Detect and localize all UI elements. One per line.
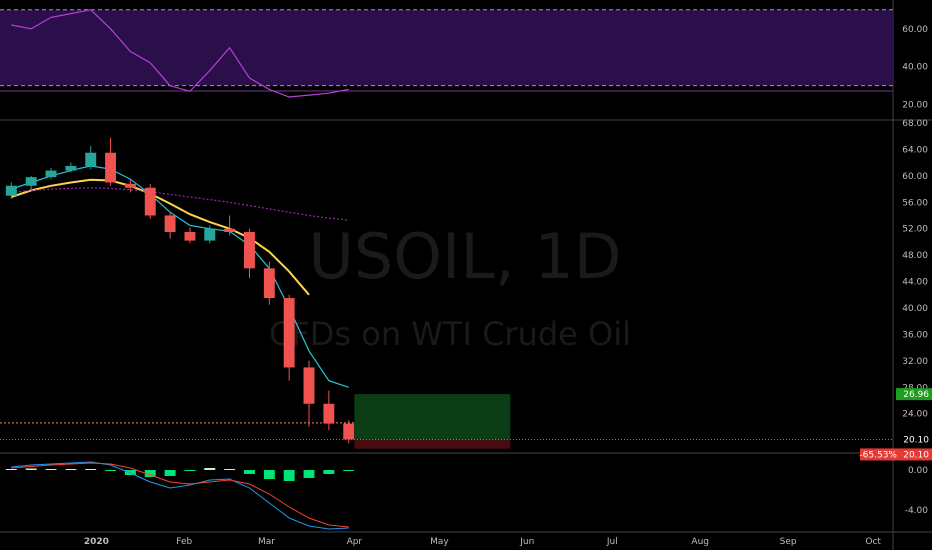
- target-zone[interactable]: [354, 394, 511, 440]
- rsi-tick-label: 60.00: [902, 25, 928, 35]
- x-axis-label: Oct: [865, 537, 881, 547]
- price-tick-label: 52.00: [902, 225, 928, 235]
- macd-histogram-bar: [343, 470, 355, 471]
- candle-body[interactable]: [105, 152, 117, 183]
- macd-histogram-bar: [5, 469, 17, 470]
- macd-histogram-bar: [105, 470, 117, 471]
- candle-body[interactable]: [343, 423, 355, 440]
- price-tick-label: 48.00: [902, 251, 928, 261]
- candle-body[interactable]: [204, 228, 216, 241]
- last-price-label: 20.10: [903, 435, 929, 445]
- candle-body[interactable]: [184, 232, 196, 241]
- x-axis-label: Apr: [347, 537, 363, 547]
- x-axis-label: Sep: [780, 537, 797, 547]
- fast-moving-average: [11, 165, 349, 388]
- candle-body[interactable]: [323, 403, 335, 424]
- change-price-label: 20.10: [903, 450, 929, 460]
- candle-body[interactable]: [85, 152, 97, 166]
- price-tick-label: 60.00: [902, 172, 928, 182]
- x-axis-label: Mar: [258, 537, 275, 547]
- x-axis-label: Feb: [176, 537, 192, 547]
- macd-tick-label: 0.00: [908, 466, 928, 476]
- macd-line: [11, 461, 349, 530]
- price-tick-label: 40.00: [902, 304, 928, 314]
- candle-body[interactable]: [144, 187, 156, 216]
- price-tick-label: 36.00: [902, 330, 928, 340]
- price-tick-label: 44.00: [902, 278, 928, 288]
- macd-histogram-bar: [65, 469, 77, 470]
- candle-body[interactable]: [25, 177, 37, 186]
- candle-body[interactable]: [283, 298, 295, 368]
- x-axis-label: 2020: [84, 537, 109, 547]
- candle-body[interactable]: [164, 215, 176, 233]
- macd-histogram-bar: [303, 470, 315, 478]
- candle-body[interactable]: [45, 170, 57, 178]
- change-badge-bg: [860, 448, 932, 461]
- macd-histogram-bar: [184, 470, 196, 471]
- candle-body[interactable]: [303, 367, 315, 404]
- price-tick-label: 32.00: [902, 357, 928, 367]
- target-price-badge: 26.96: [903, 390, 929, 400]
- macd-histogram-bar: [224, 469, 236, 470]
- macd-histogram-bar: [263, 470, 275, 479]
- rsi-line: [11, 9, 349, 98]
- candle-body[interactable]: [124, 183, 136, 188]
- stop-zone[interactable]: [354, 439, 511, 449]
- last-price-label-bg: [896, 433, 932, 446]
- x-axis-label: Aug: [691, 537, 709, 547]
- candle-body[interactable]: [65, 165, 77, 171]
- macd-histogram-bar: [244, 470, 255, 474]
- price-tick-label: 64.00: [902, 145, 928, 155]
- candle-body[interactable]: [5, 185, 17, 196]
- watermark-symbol: USOIL, 1D: [309, 220, 622, 293]
- target-price-badge-bg: [896, 388, 932, 401]
- rsi-tick-label: 20.00: [902, 101, 928, 111]
- rsi-band: [0, 9, 893, 86]
- macd-histogram-bar: [45, 469, 57, 470]
- candle-body[interactable]: [263, 268, 275, 299]
- macd-histogram-bar: [144, 470, 156, 477]
- watermark-description: CFDs on WTI Crude Oil: [269, 315, 631, 353]
- macd-histogram-bar: [85, 469, 97, 470]
- slow-moving-average: [10, 178, 310, 296]
- x-axis-label: May: [430, 537, 449, 547]
- macd-histogram-bar: [204, 468, 216, 470]
- price-tick-label: 68.00: [902, 119, 928, 129]
- dotted-moving-average: [11, 187, 349, 221]
- candle-body[interactable]: [224, 228, 236, 233]
- macd-histogram-bar: [164, 470, 176, 476]
- x-axis-label: Jul: [606, 537, 618, 547]
- rsi-tick-label: 40.00: [902, 63, 928, 73]
- macd-histogram-bar: [323, 470, 335, 474]
- price-tick-label: 56.00: [902, 198, 928, 208]
- macd-tick-label: -4.00: [905, 506, 929, 516]
- x-axis-label: Jun: [519, 537, 534, 547]
- macd-signal-line: [11, 462, 349, 528]
- macd-histogram-bar: [283, 470, 295, 481]
- macd-histogram-bar: [25, 468, 37, 470]
- candle-body[interactable]: [244, 232, 255, 269]
- price-tick-label: 24.00: [902, 410, 928, 420]
- change-percent-label: -65.53%: [859, 450, 897, 460]
